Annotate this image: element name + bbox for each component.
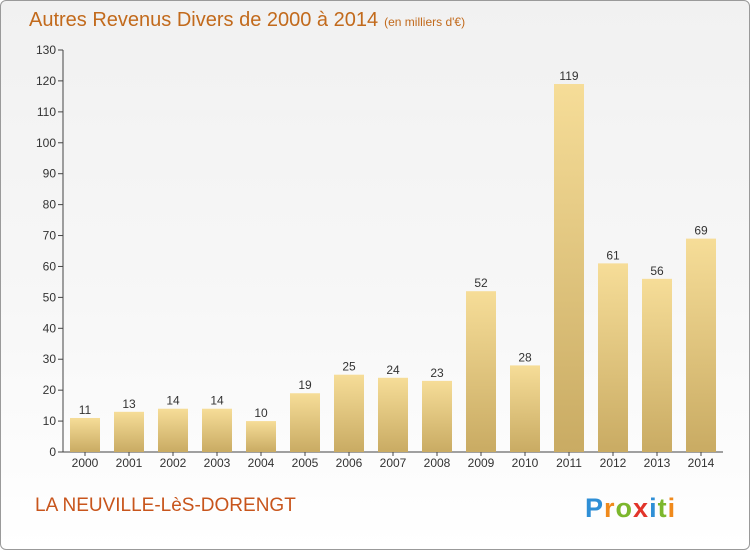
bar [290,393,320,452]
x-tick-label: 2009 [468,456,495,470]
data-label: 19 [298,378,312,392]
x-tick-label: 2005 [292,456,319,470]
x-tick-label: 2001 [116,456,143,470]
y-tick-label: 0 [49,445,56,459]
x-tick-label: 2010 [512,456,539,470]
commune-name: LA NEUVILLE-LèS-DORENGT [35,495,296,516]
bar [246,421,276,452]
y-tick-label: 20 [43,383,57,397]
data-label: 28 [518,350,532,364]
bar [466,291,496,452]
bar [158,408,188,452]
chart-title: Autres Revenus Divers de 2000 à 2014 (en … [29,9,465,32]
data-label: 10 [254,406,268,420]
proxiti-logo: Proxiti [585,493,676,523]
data-label: 61 [606,248,620,262]
y-tick-label: 120 [36,74,56,88]
x-tick-label: 2011 [556,456,582,470]
x-tick-label: 2006 [336,456,363,470]
data-label: 69 [694,224,708,238]
data-label: 11 [79,403,92,417]
y-tick-label: 10 [43,414,57,428]
y-tick-label: 130 [36,43,56,57]
bar [510,365,540,452]
x-tick-label: 2014 [688,456,715,470]
x-tick-label: 2008 [424,456,451,470]
x-tick-label: 2013 [644,456,671,470]
bar [202,408,232,452]
data-label: 13 [122,397,136,411]
bar [686,238,716,452]
data-label: 56 [650,264,664,278]
bar [70,417,100,452]
y-tick-label: 40 [43,321,57,335]
y-tick-label: 70 [43,229,57,243]
bar [114,411,144,452]
bar [598,263,628,452]
x-tick-label: 2000 [72,456,99,470]
x-tick-label: 2002 [160,456,187,470]
x-tick-label: 2003 [204,456,231,470]
bar [554,84,584,452]
data-label: 23 [430,366,444,380]
bar [334,374,364,452]
x-tick-label: 2004 [248,456,275,470]
y-tick-label: 50 [43,290,57,304]
data-label: 52 [474,276,488,290]
svg-text:Proxiti: Proxiti [585,493,676,523]
x-tick-label: 2007 [380,456,407,470]
data-label: 119 [559,69,578,83]
y-tick-label: 80 [43,198,57,212]
bar [378,377,408,452]
data-label: 14 [210,394,224,408]
y-tick-label: 110 [37,105,56,119]
bar [642,278,672,452]
unit-note: (en milliers d'€) [384,15,466,29]
y-tick-label: 30 [43,352,57,366]
data-label: 14 [166,394,180,408]
data-label: 24 [386,363,400,377]
x-tick-label: 2012 [600,456,627,470]
chart-title-text: Autres Revenus Divers de 2000 à 2014 [29,9,379,31]
y-tick-label: 90 [43,167,57,181]
y-tick-label: 100 [36,136,56,150]
data-label: 25 [342,360,356,374]
y-tick-label: 60 [43,259,57,273]
bar [422,380,452,452]
